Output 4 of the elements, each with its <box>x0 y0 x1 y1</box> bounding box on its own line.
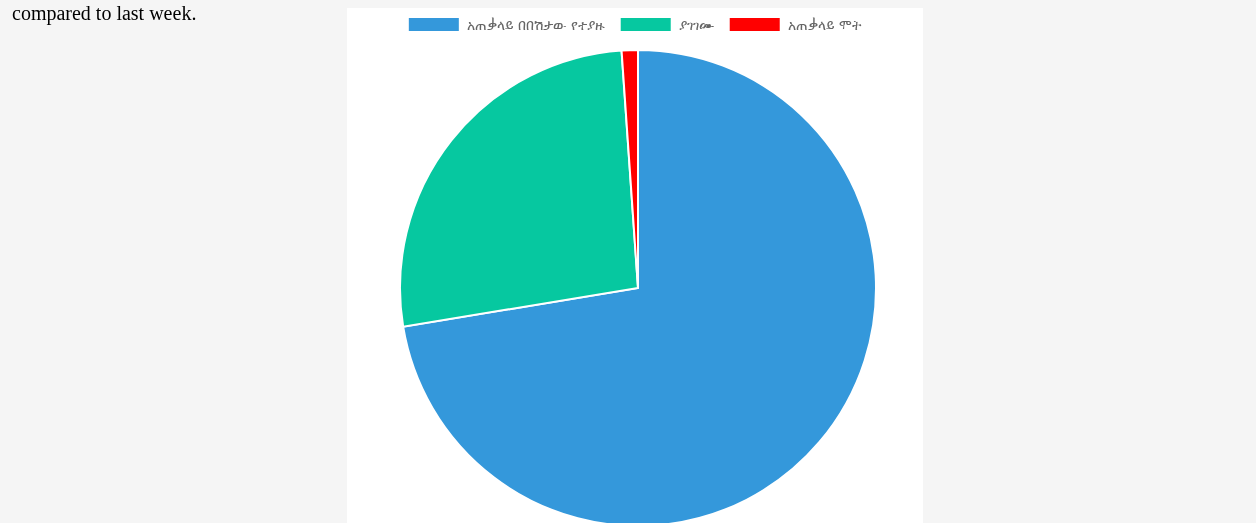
text: compared to last week. <box>12 2 197 25</box>
legend-label: ያገገሙ <box>678 17 715 33</box>
legend-label: አጠቃላይ በበሽታው የተያዙ <box>466 17 605 33</box>
legend-label: አጠቃላይ ሞት <box>787 17 863 33</box>
